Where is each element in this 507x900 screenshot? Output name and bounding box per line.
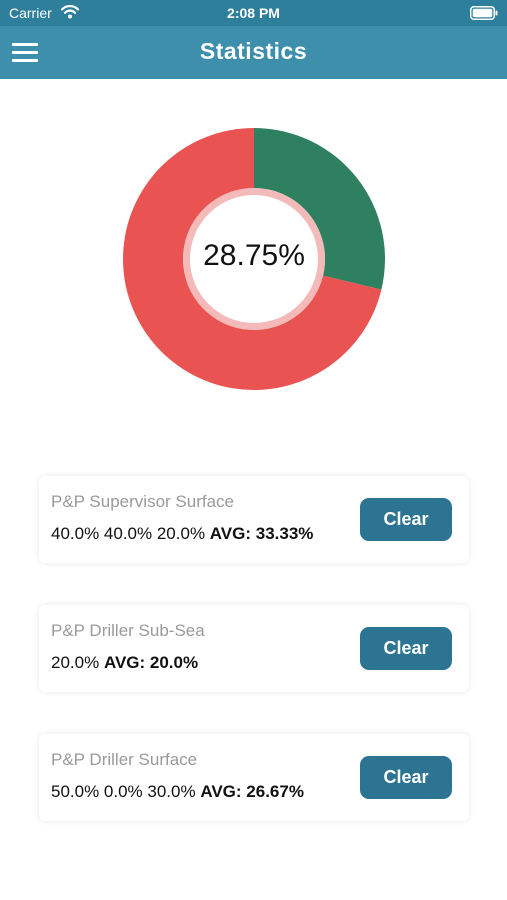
card-title: P&P Driller Sub-Sea xyxy=(51,621,205,640)
card-percentages: 20.0% xyxy=(51,653,104,672)
card-values: 40.0% 40.0% 20.0% AVG: 33.33% xyxy=(51,524,313,544)
hamburger-menu-icon[interactable] xyxy=(12,41,38,63)
clear-button[interactable]: Clear xyxy=(360,627,452,670)
wifi-icon xyxy=(61,5,79,19)
page-title: Statistics xyxy=(199,38,308,64)
status-time: 2:08 PM xyxy=(227,5,280,21)
stats-card-driller-sub-sea: P&P Driller Sub-Sea 20.0% AVG: 20.0% Cle… xyxy=(39,605,469,692)
donut-slice-0 xyxy=(254,128,385,290)
card-percentages: 50.0% 0.0% 30.0% xyxy=(51,782,201,801)
card-values: 20.0% AVG: 20.0% xyxy=(51,653,198,673)
battery-icon xyxy=(470,6,498,20)
stats-card-supervisor-surface: P&P Supervisor Surface 40.0% 40.0% 20.0%… xyxy=(39,476,469,563)
card-average: AVG: 20.0% xyxy=(103,653,199,672)
carrier-label: Carrier xyxy=(9,5,52,21)
donut-chart: 28.75% xyxy=(122,127,386,391)
card-percentages: 40.0% 40.0% 20.0% xyxy=(51,524,210,543)
card-average: AVG: 26.67% xyxy=(200,782,304,801)
card-average: AVG: 33.33% xyxy=(209,524,314,543)
card-values: 50.0% 0.0% 30.0% AVG: 26.67% xyxy=(51,782,304,802)
card-title: P&P Supervisor Surface xyxy=(51,492,234,511)
donut-slice-1 xyxy=(123,128,382,390)
status-bar: Carrier 2:08 PM xyxy=(0,0,507,26)
stats-card-driller-surface: P&P Driller Surface 50.0% 0.0% 30.0% AVG… xyxy=(39,734,469,821)
nav-bar: Statistics xyxy=(0,26,507,79)
donut-hole xyxy=(190,195,318,323)
card-title: P&P Driller Surface xyxy=(51,750,198,769)
donut-center-label: 28.75% xyxy=(203,239,305,272)
clear-button[interactable]: Clear xyxy=(360,498,452,541)
donut-chart-svg xyxy=(123,128,385,390)
clear-button[interactable]: Clear xyxy=(360,756,452,799)
